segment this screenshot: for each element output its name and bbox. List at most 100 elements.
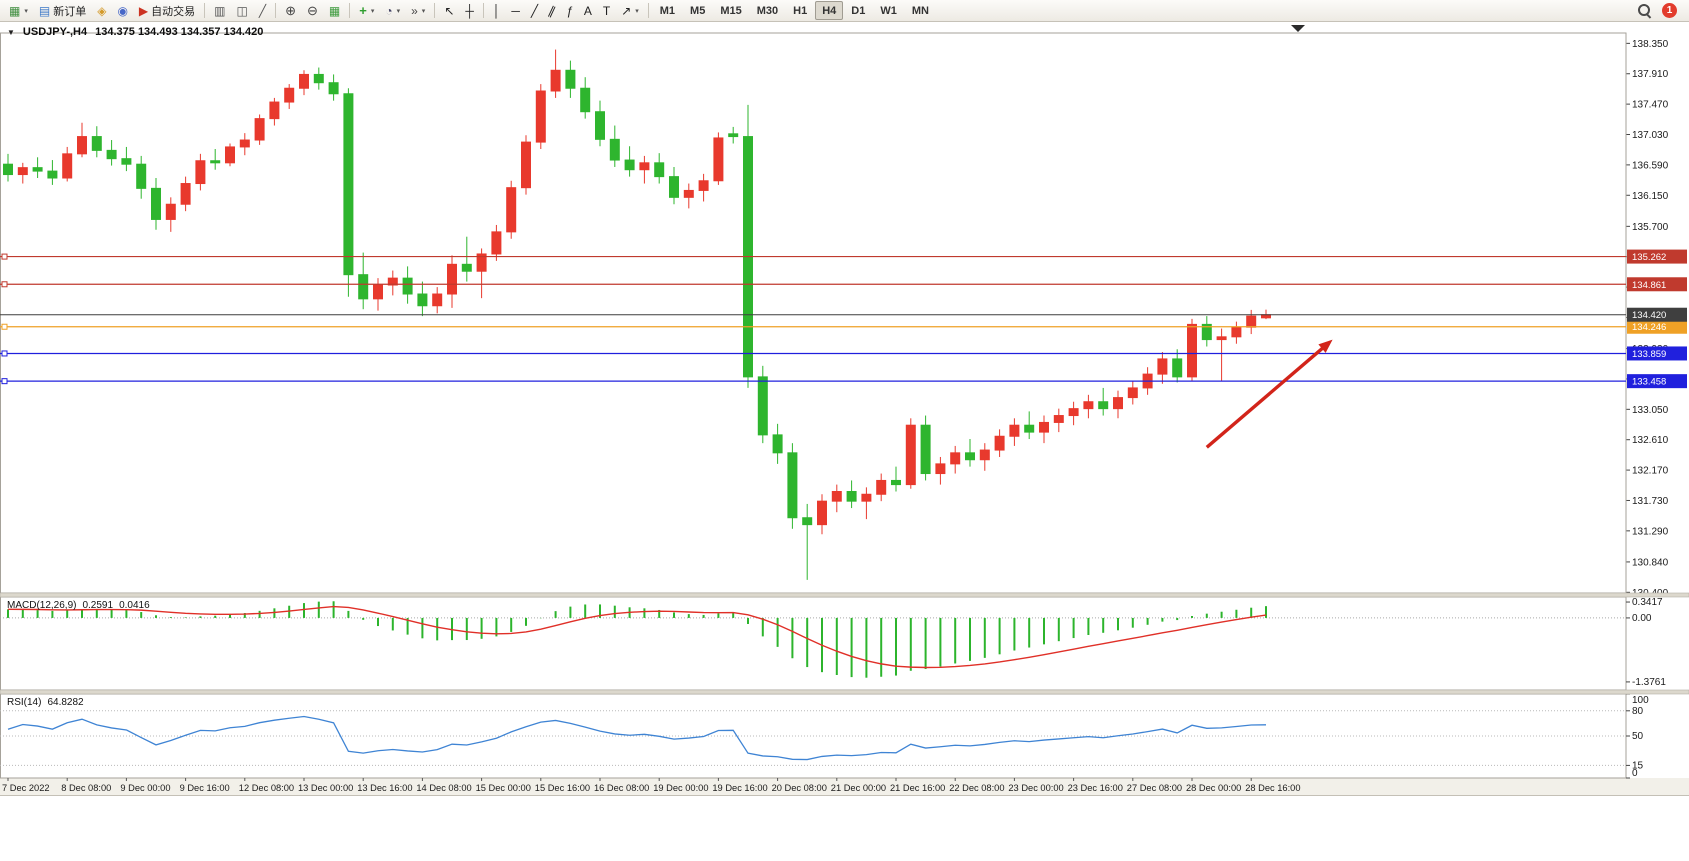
candle-body bbox=[254, 118, 265, 141]
text-label-tool-button[interactable]: T bbox=[598, 1, 615, 20]
bar-chart-icon: ▥ bbox=[214, 3, 226, 18]
price-axis-label: 136.150 bbox=[1632, 191, 1669, 202]
candle-body bbox=[994, 435, 1005, 451]
trend-arrow-object[interactable] bbox=[1205, 343, 1328, 449]
timeframe-button-m30[interactable]: M30 bbox=[756, 4, 779, 17]
chevron-down-icon: ▾ bbox=[396, 7, 401, 15]
line-handle[interactable] bbox=[1, 281, 8, 288]
candle-body bbox=[180, 183, 191, 205]
candle-body bbox=[358, 274, 369, 300]
pane-separator[interactable] bbox=[0, 689, 1689, 695]
line-handle[interactable] bbox=[1, 378, 8, 385]
rsi-axis-label: 50 bbox=[1632, 731, 1644, 742]
candle-body bbox=[195, 160, 206, 185]
candle-body bbox=[787, 452, 798, 519]
timeframe-button-m5[interactable]: M5 bbox=[690, 4, 706, 17]
candle-body bbox=[121, 158, 132, 165]
templates-button[interactable]: » ▾ bbox=[406, 1, 430, 20]
timeframe-button-mn[interactable]: MN bbox=[911, 4, 929, 17]
metaeditor-button[interactable]: ◈ bbox=[92, 1, 111, 20]
candle-body bbox=[210, 160, 221, 164]
arrows-tool-button[interactable]: ↗ ▾ bbox=[616, 1, 644, 20]
candle-chart-type-button[interactable]: ◫ bbox=[232, 1, 253, 20]
toolbar-separator bbox=[349, 3, 351, 18]
candle-body bbox=[1127, 387, 1138, 399]
timeframe-button-d1[interactable]: D1 bbox=[851, 4, 866, 17]
timeframe-button-h4[interactable]: H4 bbox=[815, 1, 844, 20]
toolbar-right-group: 1 bbox=[1637, 3, 1685, 18]
new-chart-icon: ▦ bbox=[9, 3, 21, 18]
fibonacci-tool-button[interactable]: ƒ bbox=[561, 1, 578, 20]
search-icon[interactable] bbox=[1637, 3, 1652, 18]
time-axis-label: 12 Dec 08:00 bbox=[239, 783, 294, 793]
candle-body bbox=[876, 479, 887, 495]
candle-body bbox=[47, 170, 58, 179]
candle-body bbox=[476, 253, 487, 272]
candle-body bbox=[387, 277, 398, 286]
macd-axis-label: 0.00 bbox=[1632, 613, 1652, 624]
new-order-icon: ▤ bbox=[38, 3, 51, 18]
timeframe-button-h1[interactable]: H1 bbox=[793, 4, 808, 17]
one-click-trading-icon[interactable]: ▼ bbox=[7, 27, 15, 37]
chart-ohlc-values: 134.375 134.493 134.357 134.420 bbox=[95, 26, 264, 38]
indicators-button[interactable]: + ▾ bbox=[354, 1, 379, 20]
chart-shift-marker-icon[interactable] bbox=[1291, 25, 1305, 32]
toolbar-separator bbox=[647, 3, 649, 18]
time-axis-strip[interactable] bbox=[0, 778, 1689, 795]
price-axis-label: 137.030 bbox=[1632, 130, 1669, 141]
bar-chart-type-button[interactable]: ▥ bbox=[209, 1, 230, 20]
time-axis-label: 15 Dec 00:00 bbox=[476, 783, 531, 793]
chart-area[interactable]: 138.350 137.910 137.470 137.030 136.590 136.1… bbox=[0, 22, 1689, 861]
new-order-button[interactable]: ▤ 新订单 bbox=[34, 1, 91, 20]
trendline-tool-button[interactable]: ╱ bbox=[526, 1, 543, 20]
autotrading-button[interactable]: ▶ 自动交易 bbox=[134, 1, 200, 20]
cursor-tool-button[interactable]: ↖ bbox=[439, 1, 459, 20]
candle-body bbox=[639, 162, 650, 171]
timeframe-button-w1[interactable]: W1 bbox=[880, 4, 897, 17]
profiles-button[interactable]: ◉ bbox=[112, 1, 132, 20]
text-tool-button[interactable]: A bbox=[579, 1, 597, 20]
time-axis-label: 22 Dec 08:00 bbox=[949, 783, 1004, 793]
rsi-line bbox=[7, 715, 1267, 761]
candle-body bbox=[624, 159, 635, 171]
line-handle[interactable] bbox=[1, 323, 8, 330]
horizontal-line-tool-button[interactable]: ─ bbox=[506, 1, 525, 20]
line-handle[interactable] bbox=[1, 253, 8, 260]
vertical-line-tool-button[interactable]: │ bbox=[488, 1, 506, 20]
channel-tool-button[interactable]: ∥ bbox=[544, 1, 560, 20]
candle-body bbox=[861, 493, 872, 502]
price-line-badge bbox=[1627, 249, 1687, 264]
rsi-axis-label: 100 bbox=[1632, 695, 1649, 706]
channel-icon: ∥ bbox=[546, 2, 558, 19]
candle-body bbox=[817, 500, 827, 526]
time-axis-label: 13 Dec 16:00 bbox=[357, 783, 412, 793]
autotrade-play-icon: ▶ bbox=[138, 3, 149, 18]
line-handle[interactable] bbox=[1, 350, 8, 357]
candle-body bbox=[1216, 336, 1227, 341]
pane-separator[interactable] bbox=[0, 592, 1689, 598]
arrows-icon: ↗ bbox=[621, 3, 632, 18]
candle-body bbox=[432, 293, 443, 307]
candle-body bbox=[713, 137, 724, 182]
line-chart-type-button[interactable]: ╱ bbox=[254, 1, 271, 20]
new-chart-button[interactable]: ▦ ▾ bbox=[4, 1, 33, 20]
time-axis-label: 15 Dec 16:00 bbox=[535, 783, 590, 793]
timeframe-button-m1[interactable]: M1 bbox=[659, 4, 676, 17]
toolbar-separator bbox=[204, 3, 206, 18]
zoom-in-button[interactable]: ⊕ bbox=[280, 1, 301, 20]
tile-windows-button[interactable]: ▦ bbox=[324, 1, 345, 20]
time-axis-label: 28 Dec 00:00 bbox=[1186, 783, 1241, 793]
macd-main-value: 0.2591 bbox=[82, 600, 114, 611]
candle-body bbox=[1009, 424, 1020, 437]
crosshair-tool-button[interactable]: ┼ bbox=[460, 1, 479, 20]
zoom-out-button[interactable]: ⊖ bbox=[302, 1, 323, 20]
timeframe-button-m15[interactable]: M15 bbox=[720, 4, 742, 17]
time-axis-label: 13 Dec 00:00 bbox=[298, 783, 353, 793]
candle-body bbox=[772, 434, 783, 454]
candle-body bbox=[1201, 323, 1212, 341]
periods-button[interactable]: ◔ ▾ bbox=[380, 1, 405, 20]
price-line-badge-label: 135.262 bbox=[1632, 252, 1666, 263]
rsi-indicator-label: RSI(14) 64.8282 bbox=[7, 697, 84, 708]
notification-badge[interactable]: 1 bbox=[1662, 3, 1677, 18]
candle-body bbox=[1083, 401, 1094, 410]
